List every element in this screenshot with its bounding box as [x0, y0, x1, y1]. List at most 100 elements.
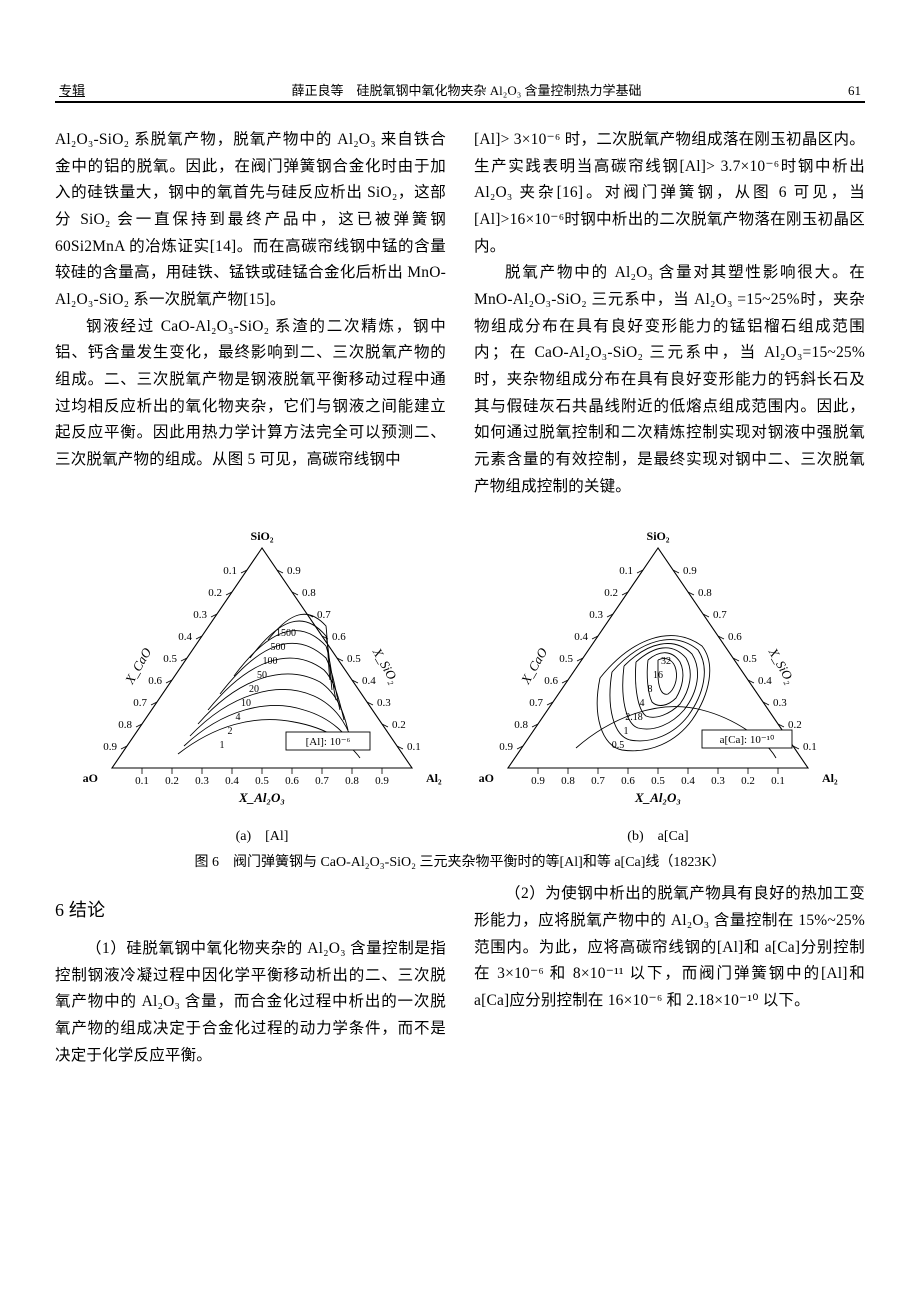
- svg-text:1: 1: [220, 740, 225, 751]
- svg-text:[Al]: 10⁻⁶: [Al]: 10⁻⁶: [306, 736, 351, 748]
- running-head-title: 薛正良等 硅脱氧钢中氧化物夹杂 Al₂O₃ 含量控制热力学基础: [85, 80, 848, 99]
- svg-text:16: 16: [653, 670, 663, 681]
- svg-text:32: 32: [661, 656, 671, 667]
- svg-text:0.4: 0.4: [362, 675, 376, 687]
- svg-text:0.8: 0.8: [514, 719, 528, 731]
- svg-text:4: 4: [236, 712, 241, 723]
- svg-text:1: 1: [624, 726, 629, 737]
- svg-text:0.8: 0.8: [302, 587, 316, 599]
- svg-text:X_Al₂O₃: X_Al₂O₃: [634, 790, 681, 805]
- svg-text:0.8: 0.8: [345, 775, 359, 787]
- svg-text:20: 20: [249, 684, 259, 695]
- svg-text:0.5: 0.5: [347, 653, 361, 665]
- para: 钢液经过 CaO-Al₂O₃-SiO₂ 系渣的二次精炼，钢中铝、钙含量发生变化，…: [55, 314, 446, 474]
- svg-text:Al₂O₃: Al₂O₃: [426, 771, 442, 785]
- svg-text:0.3: 0.3: [773, 697, 787, 709]
- svg-text:2.18: 2.18: [625, 712, 643, 723]
- svg-text:0.5: 0.5: [612, 740, 625, 751]
- section-6-heading: 6 结论: [55, 895, 446, 926]
- svg-text:0.6: 0.6: [544, 675, 558, 687]
- svg-text:0.2: 0.2: [788, 719, 802, 731]
- svg-text:10: 10: [241, 698, 251, 709]
- svg-text:0.7: 0.7: [529, 697, 543, 709]
- svg-text:0.6: 0.6: [621, 775, 635, 787]
- svg-text:SiO₂: SiO₂: [647, 529, 670, 543]
- svg-text:0.9: 0.9: [375, 775, 389, 787]
- svg-text:0.3: 0.3: [195, 775, 209, 787]
- svg-text:0.4: 0.4: [758, 675, 772, 687]
- figure-6-caption: 图 6 阀门弹簧钢与 CaO-Al₂O₃-SiO₂ 三元夹杂物平衡时的等[Al]…: [194, 851, 725, 871]
- right-column-bottom: （2）为使钢中析出的脱氧产物具有良好的热加工变形能力，应将脱氧产物中的 Al₂O…: [474, 881, 865, 1069]
- body-columns-top: Al₂O₃-SiO₂ 系脱氧产物，脱氧产物中的 Al₂O₃ 来自铁合金中的铝的脱…: [55, 127, 865, 500]
- svg-text:100: 100: [263, 656, 278, 667]
- para: [Al]> 3×10⁻⁶ 时，二次脱氧产物组成落在刚玉初晶区内。生产实践表明当高…: [474, 127, 865, 260]
- svg-text:0.3: 0.3: [377, 697, 391, 709]
- svg-text:1500: 1500: [276, 628, 296, 639]
- body-columns-bottom: 6 结论 （1）硅脱氧钢中氧化物夹杂的 Al₂O₃ 含量控制是指控制钢液冷凝过程…: [55, 881, 865, 1069]
- page-number: 61: [848, 83, 861, 99]
- svg-text:4: 4: [640, 698, 645, 709]
- svg-text:0.5: 0.5: [651, 775, 665, 787]
- running-head-section: 专辑: [59, 80, 85, 99]
- svg-text:0.9: 0.9: [683, 565, 697, 577]
- svg-text:0.6: 0.6: [332, 631, 346, 643]
- svg-text:Al₂O₃: Al₂O₃: [822, 771, 838, 785]
- svg-text:0.2: 0.2: [604, 587, 618, 599]
- svg-text:0.3: 0.3: [193, 609, 207, 621]
- ternary-diagram-b: 0.10.90.90.20.80.80.30.70.70.40.60.60.50…: [478, 518, 838, 818]
- svg-text:X_Al₂O₃: X_Al₂O₃: [238, 790, 285, 805]
- para: 脱氧产物中的 Al₂O₃ 含量对其塑性影响很大。在 MnO-Al₂O₃-SiO₂…: [474, 260, 865, 500]
- svg-text:0.9: 0.9: [103, 741, 117, 753]
- svg-text:0.3: 0.3: [589, 609, 603, 621]
- svg-text:0.4: 0.4: [681, 775, 695, 787]
- svg-text:0.2: 0.2: [392, 719, 406, 731]
- svg-text:0.8: 0.8: [118, 719, 132, 731]
- svg-text:0.7: 0.7: [591, 775, 605, 787]
- running-head: 专辑 薛正良等 硅脱氧钢中氧化物夹杂 Al₂O₃ 含量控制热力学基础 61: [55, 80, 865, 103]
- figure-6a-caption: (a) [Al]: [82, 825, 442, 845]
- svg-text:0.6: 0.6: [728, 631, 742, 643]
- svg-text:CaO: CaO: [478, 771, 494, 785]
- svg-text:0.5: 0.5: [163, 653, 177, 665]
- figure-6b-caption: (b) a[Ca]: [478, 825, 838, 845]
- svg-text:0.2: 0.2: [165, 775, 179, 787]
- svg-text:CaO: CaO: [82, 771, 98, 785]
- svg-text:0.4: 0.4: [225, 775, 239, 787]
- page: 专辑 薛正良等 硅脱氧钢中氧化物夹杂 Al₂O₃ 含量控制热力学基础 61 Al…: [0, 0, 920, 1305]
- left-column-bottom: 6 结论 （1）硅脱氧钢中氧化物夹杂的 Al₂O₃ 含量控制是指控制钢液冷凝过程…: [55, 881, 446, 1069]
- para: （2）为使钢中析出的脱氧产物具有良好的热加工变形能力，应将脱氧产物中的 Al₂O…: [474, 881, 865, 1014]
- svg-text:500: 500: [271, 642, 286, 653]
- svg-text:0.4: 0.4: [178, 631, 192, 643]
- figure-6b: 0.10.90.90.20.80.80.30.70.70.40.60.60.50…: [478, 518, 838, 845]
- svg-text:0.5: 0.5: [255, 775, 269, 787]
- ternary-diagram-a: 0.10.90.10.20.80.20.30.70.30.40.60.40.50…: [82, 518, 442, 818]
- left-column-top: Al₂O₃-SiO₂ 系脱氧产物，脱氧产物中的 Al₂O₃ 来自铁合金中的铝的脱…: [55, 127, 446, 500]
- para: Al₂O₃-SiO₂ 系脱氧产物，脱氧产物中的 Al₂O₃ 来自铁合金中的铝的脱…: [55, 127, 446, 314]
- svg-text:0.8: 0.8: [698, 587, 712, 599]
- svg-text:0.5: 0.5: [743, 653, 757, 665]
- svg-text:0.4: 0.4: [574, 631, 588, 643]
- svg-text:0.1: 0.1: [619, 565, 633, 577]
- svg-text:0.7: 0.7: [315, 775, 329, 787]
- svg-text:0.8: 0.8: [561, 775, 575, 787]
- svg-text:0.1: 0.1: [771, 775, 785, 787]
- para: （1）硅脱氧钢中氧化物夹杂的 Al₂O₃ 含量控制是指控制钢液冷凝过程中因化学平…: [55, 936, 446, 1069]
- svg-text:0.2: 0.2: [208, 587, 222, 599]
- svg-text:2: 2: [228, 726, 233, 737]
- figure-6: 0.10.90.10.20.80.20.30.70.30.40.60.40.50…: [55, 518, 865, 871]
- svg-text:0.1: 0.1: [803, 741, 817, 753]
- figure-6-row: 0.10.90.10.20.80.20.30.70.30.40.60.40.50…: [55, 518, 865, 845]
- svg-text:0.5: 0.5: [559, 653, 573, 665]
- svg-text:50: 50: [257, 670, 267, 681]
- svg-text:0.6: 0.6: [148, 675, 162, 687]
- right-column-top: [Al]> 3×10⁻⁶ 时，二次脱氧产物组成落在刚玉初晶区内。生产实践表明当高…: [474, 127, 865, 500]
- svg-text:0.9: 0.9: [287, 565, 301, 577]
- svg-text:0.6: 0.6: [285, 775, 299, 787]
- figure-6a: 0.10.90.10.20.80.20.30.70.30.40.60.40.50…: [82, 518, 442, 845]
- svg-text:0.9: 0.9: [531, 775, 545, 787]
- svg-text:0.1: 0.1: [407, 741, 421, 753]
- svg-text:0.3: 0.3: [711, 775, 725, 787]
- svg-text:0.9: 0.9: [499, 741, 513, 753]
- svg-text:0.7: 0.7: [713, 609, 727, 621]
- svg-text:8: 8: [648, 684, 653, 695]
